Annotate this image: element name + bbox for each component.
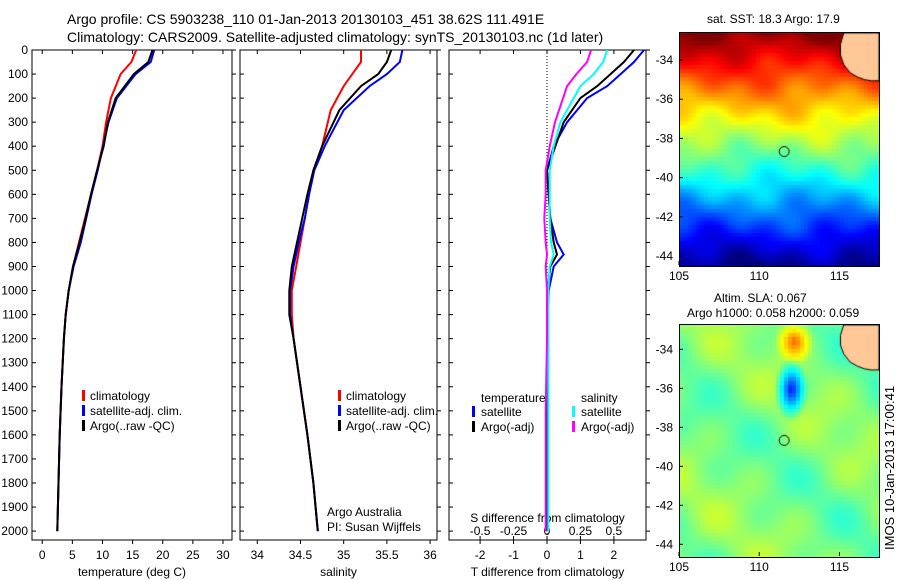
salinity-legend-swatch [338,405,341,416]
sst-map-lon-tick-label: 115 [830,269,849,283]
sst-map-title: sat. SST: 18.3 Argo: 17.9 [707,12,840,26]
legend-header-temperature: temperature [481,391,546,405]
figure-title-line1: Argo profile: CS 5903238_110 01-Jan-2013… [67,11,545,27]
temperature-series-2 [56,49,154,532]
temperature-legend-label: climatology [90,389,150,403]
salinity-plot-frame [239,49,438,541]
salinity-legend-swatch [338,420,341,431]
depth-tick-label: 1600 [1,428,28,442]
depth-tick-label: 1700 [1,452,28,466]
depth-tick-label: 600 [8,187,28,201]
difference-xtick-label: 2 [611,548,618,562]
depth-tick-label: 700 [8,211,28,225]
depth-tick-label: 1200 [1,332,28,346]
difference-series-3 [543,49,593,532]
difference-series-2 [547,49,609,532]
depth-tick-label: 500 [8,163,28,177]
s-diff-tick-label: 0.25 [569,524,593,538]
temperature-xtick-label: 30 [216,548,230,562]
sst-map-lon-tick-label: 105 [669,269,689,283]
temperature-xtick-label: 10 [96,548,110,562]
temperature-xtick-label: 20 [156,548,170,562]
sla-map-title: Altim. SLA: 0.067 [714,291,807,305]
diff-legend-swatch [572,406,575,417]
annotation-institution: Argo Australia [327,505,402,519]
depth-tick-label: 900 [8,259,28,273]
temperature-xtick-label: 15 [126,548,140,562]
depth-tick-label: 1000 [1,284,28,298]
temperature-legend-label: satellite-adj. clim. [90,404,182,418]
depth-tick-label: 300 [8,115,28,129]
difference-xtick-label: -2 [475,548,486,562]
salinity-legend-swatch [338,390,341,401]
sst-map-lon-tick-label: 110 [750,269,769,283]
figure-title-line2: Climatology: CARS2009. Satellite-adjuste… [67,29,604,45]
salinity-xtick-label: 35.5 [375,548,399,562]
s-diff-tick-label: -0.5 [470,524,491,538]
diff-legend-swatch [572,421,575,432]
temperature-legend-swatch [82,405,85,416]
difference-xtick-label: -1 [508,548,519,562]
salinity-xtick-label: 36 [423,548,437,562]
temperature-xlabel: temperature (deg C) [78,565,186,579]
temperature-xtick-label: 5 [69,548,76,562]
temperature-xtick-label: 25 [186,548,200,562]
depth-tick-label: 1500 [1,404,28,418]
depth-tick-label: 1900 [1,500,28,514]
temperature-legend-swatch [82,420,85,431]
salinity-series-0 [290,50,362,532]
depth-tick-label: 400 [8,139,28,153]
s-diff-tick-label: 0.5 [606,524,623,538]
temperature-legend-swatch [82,390,85,401]
legend-header-salinity: salinity [581,391,618,405]
depth-tick-label: 1100 [2,308,28,322]
depth-tick-label: 1300 [1,356,28,370]
sla-map-lon-tick-label: 105 [669,560,689,574]
salinity-legend-label: climatology [346,389,406,403]
depth-tick-label: 800 [8,235,28,249]
temperature-legend-label: Argo(..raw -QC) [90,419,175,433]
salinity-xtick-label: 34.5 [289,548,313,562]
difference-xtick-label: 0 [544,548,551,562]
sla-map [679,324,880,558]
salinity-series-1 [289,49,404,532]
salinity-xtick-label: 34 [251,548,265,562]
sla-map-lon-tick-label: 115 [830,560,849,574]
salinity-xtick-label: 35 [337,548,351,562]
diff-legend-label: satellite [481,405,522,419]
diff-legend-label: satellite [581,405,622,419]
diff-legend-label: Argo(-adj) [581,420,634,434]
salinity-series-2 [288,49,393,532]
sla-map-subtitle: Argo h1000: 0.058 h2000: 0.059 [687,306,860,320]
depth-tick-label: 2000 [1,524,28,538]
annotation-pi: PI: Susan Wijffels [327,520,421,534]
imos-timestamp: IMOS 10-Jan-2013 17:00:41 [882,385,897,550]
s-diff-tick-label: -0.25 [500,524,528,538]
salinity-xlabel: salinity [320,565,357,579]
temperature-xtick-label: 0 [39,548,46,562]
depth-tick-label: 1400 [1,380,28,394]
salinity-legend-label: satellite-adj. clim. [346,404,438,418]
depth-tick-label: 0 [21,43,28,57]
diff-legend-swatch [472,421,475,432]
diff-legend-swatch [472,406,475,417]
diff-legend-label: Argo(-adj) [481,420,534,434]
depth-tick-label: 100 [8,67,28,81]
difference-xtick-label: 1 [577,548,584,562]
sst-map [679,32,880,267]
difference-plot-frame [448,49,647,541]
salinity-legend-label: Argo(..raw -QC) [346,419,431,433]
difference-xlabel: T difference from climatology [471,565,625,579]
sla-map-lon-tick-label: 110 [750,560,769,574]
depth-tick-label: 200 [8,91,28,105]
temperature-plot-frame [31,49,233,541]
depth-tick-label: 1800 [1,476,28,490]
